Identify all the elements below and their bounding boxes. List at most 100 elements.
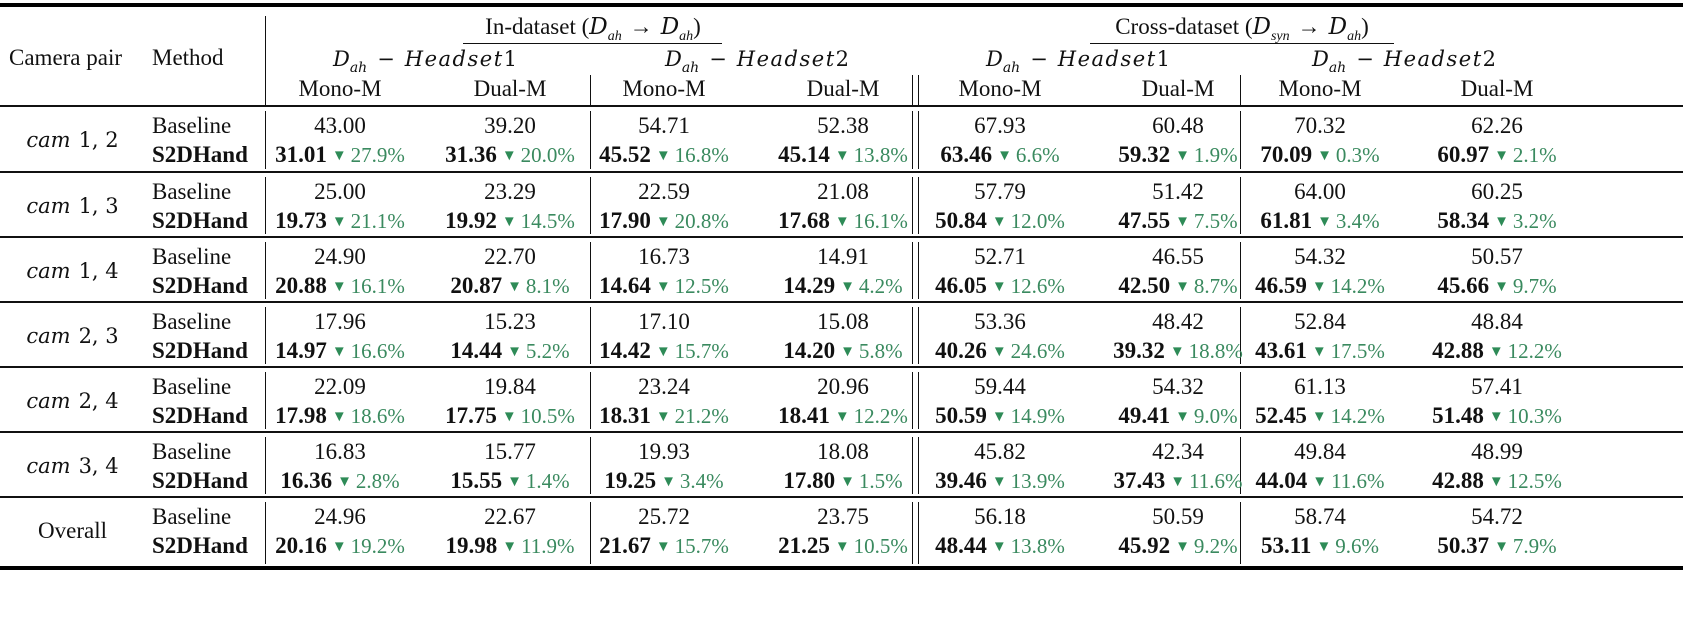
column-header-label: Mono-M [1278, 76, 1362, 101]
baseline-value: 19.93 [638, 439, 690, 464]
s2dhand-value: 45.92 [1118, 533, 1171, 558]
baseline-value-cell: 52.71 [920, 243, 1080, 271]
down-triangle-icon: ▼ [991, 409, 1007, 425]
baseline-value-cell: 25.72 [589, 503, 739, 531]
body-vline-double-a [912, 307, 914, 364]
s2dhand-value: 61.81 [1260, 208, 1313, 233]
baseline-value: 48.99 [1471, 439, 1523, 464]
method-baseline-label: Baseline [152, 374, 232, 399]
method-baseline: Baseline [152, 178, 231, 206]
s2dhand-value: 44.04 [1255, 468, 1308, 493]
improvement-percentage: 12.0% [1010, 209, 1065, 233]
header-method-label: Method [152, 45, 224, 70]
baseline-value-cell: 50.59 [1083, 503, 1273, 531]
group-label-close: ) [1361, 14, 1369, 39]
baseline-value: 59.44 [974, 374, 1026, 399]
improvement-percentage: 9.6% [1335, 534, 1380, 558]
row-separator [0, 431, 1683, 433]
baseline-value: 42.34 [1152, 439, 1204, 464]
baseline-value: 39.20 [484, 113, 536, 138]
s2dhand-value-cell: 15.55 ▼ 1.4% [415, 467, 605, 498]
baseline-value-cell: 15.77 [425, 438, 595, 466]
s2dhand-value: 17.90 [599, 208, 651, 233]
improvement-percentage: 11.9% [521, 534, 575, 558]
baseline-value: 18.08 [817, 439, 869, 464]
down-triangle-icon: ▼ [655, 409, 671, 425]
subset-header-headset2: Dah − Headset2 [1244, 45, 1564, 82]
baseline-value: 50.59 [1152, 504, 1204, 529]
baseline-value-cell: 22.59 [589, 178, 739, 206]
subset-dataset-subscript: ah [681, 60, 700, 76]
baseline-value-cell: 24.96 [255, 503, 425, 531]
subset-header-headset2: Dah − Headset2 [597, 45, 917, 82]
header-camera-pair: Camera pair [9, 44, 122, 72]
s2dhand-value-cell: 45.66 ▼ 9.7% [1392, 272, 1602, 303]
subset-headset-name: Headset [736, 47, 836, 71]
s2dhand-value-cell: 59.32 ▼ 1.9% [1073, 141, 1283, 172]
method-baseline-label: Baseline [152, 113, 232, 138]
baseline-value-cell: 22.70 [425, 243, 595, 271]
column-header-label: Mono-M [958, 76, 1042, 101]
s2dhand-value: 17.80 [783, 468, 836, 493]
baseline-value-cell: 52.38 [753, 112, 933, 140]
baseline-value: 22.70 [484, 244, 536, 269]
down-triangle-icon: ▼ [655, 214, 671, 230]
column-header-mono-m: Mono-M [920, 75, 1080, 103]
baseline-value-cell: 60.25 [1402, 178, 1592, 206]
improvement-percentage: 2.1% [1512, 143, 1557, 167]
improvement-percentage: 21.1% [350, 209, 405, 233]
baseline-value: 70.32 [1294, 113, 1346, 138]
s2dhand-value-cell: 48.44 ▼ 13.8% [910, 532, 1090, 563]
down-triangle-icon: ▼ [1494, 279, 1509, 295]
s2dhand-value-cell: 31.36 ▼ 20.0% [415, 141, 605, 172]
s2dhand-value: 19.98 [445, 533, 498, 558]
baseline-value: 14.91 [817, 244, 869, 269]
baseline-value-cell: 54.72 [1402, 503, 1592, 531]
baseline-value-cell: 54.71 [589, 112, 739, 140]
down-triangle-icon: ▼ [507, 344, 522, 360]
s2dhand-value-cell: 18.41 ▼ 12.2% [743, 402, 943, 433]
body-vline-double-b [918, 307, 920, 364]
baseline-value-cell: 51.42 [1083, 178, 1273, 206]
s2dhand-value-cell: 50.84 ▼ 12.0% [910, 207, 1090, 238]
improvement-percentage: 27.9% [350, 143, 405, 167]
s2dhand-value: 15.55 [450, 468, 503, 493]
improvement-percentage: 9.0% [1193, 404, 1238, 428]
improvement-percentage: 5.8% [858, 339, 903, 363]
body-vline-double-b [918, 111, 920, 169]
subset-headset-name: Headset [1383, 47, 1483, 71]
down-triangle-icon: ▼ [997, 148, 1012, 164]
body-vline-headset-split [590, 242, 592, 299]
baseline-value-cell: 57.41 [1402, 373, 1592, 401]
down-triangle-icon: ▼ [1175, 148, 1190, 164]
s2dhand-value-cell: 14.42 ▼ 15.7% [579, 337, 749, 368]
down-triangle-icon: ▼ [840, 279, 855, 295]
group-header-underline [1090, 43, 1394, 45]
subset-dataset-symbol: D [332, 47, 350, 71]
down-triangle-icon: ▼ [655, 344, 671, 360]
baseline-value: 60.48 [1152, 113, 1204, 138]
baseline-value-cell: 23.24 [589, 373, 739, 401]
method-s2dhand-label: S2DHand [152, 533, 248, 558]
baseline-value: 24.96 [314, 504, 366, 529]
s2dhand-value: 50.84 [935, 208, 987, 233]
body-vline-double-b [918, 502, 920, 564]
improvement-percentage: 14.9% [1010, 404, 1065, 428]
header-camera-pair-label: Camera pair [9, 45, 123, 70]
s2dhand-value-cell: 39.32 ▼ 18.8% [1073, 337, 1283, 368]
baseline-value-cell: 42.34 [1083, 438, 1273, 466]
s2dhand-value: 39.46 [935, 468, 987, 493]
method-baseline-label: Baseline [152, 179, 232, 204]
down-triangle-icon: ▼ [1169, 344, 1185, 360]
subset-headset-number: 1 [1156, 47, 1171, 71]
s2dhand-value-cell: 49.41 ▼ 9.0% [1073, 402, 1283, 433]
improvement-percentage: 12.6% [1010, 274, 1065, 298]
down-triangle-icon: ▼ [331, 279, 347, 295]
improvement-percentage: 7.5% [1193, 209, 1238, 233]
baseline-value: 23.29 [484, 179, 536, 204]
baseline-value: 19.84 [484, 374, 536, 399]
body-vline-double-a [912, 177, 914, 234]
s2dhand-value: 50.37 [1437, 533, 1490, 558]
baseline-value-cell: 22.67 [425, 503, 595, 531]
column-header-label: Dual-M [806, 76, 880, 101]
